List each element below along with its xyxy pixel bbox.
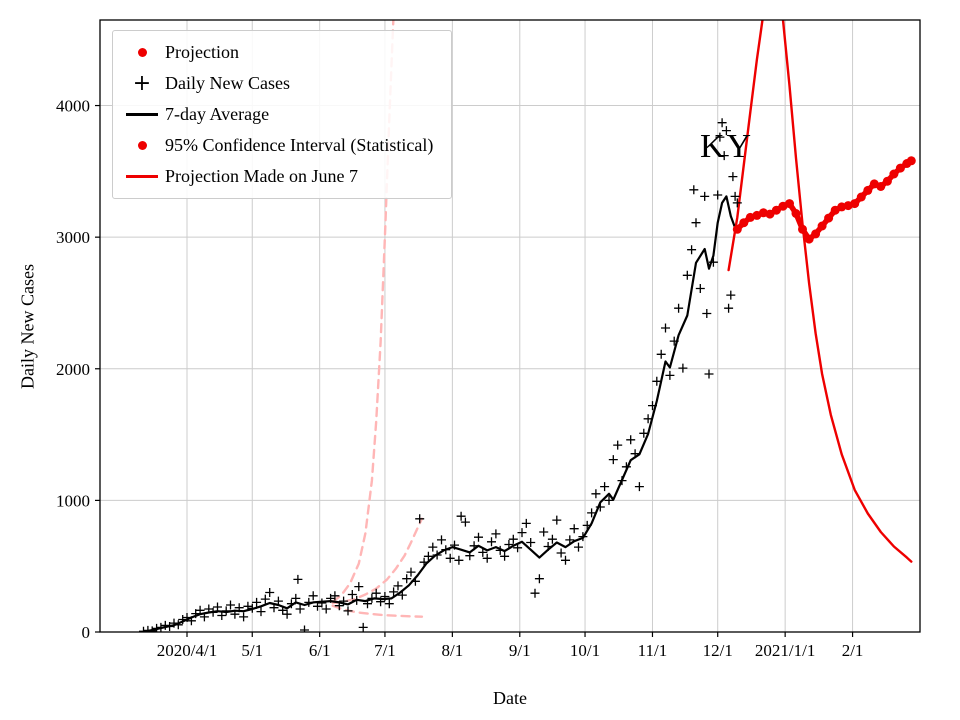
y-tick-label: 4000 bbox=[56, 97, 90, 116]
x-tick-label: 8/1 bbox=[441, 641, 463, 660]
legend-item-label: Daily New Cases bbox=[165, 73, 290, 93]
legend: Projection + Daily New Cases 7-day Average 9… bbox=[112, 30, 453, 199]
line-marker-icon bbox=[119, 113, 165, 116]
series-group bbox=[139, 20, 916, 632]
series-7-day-average bbox=[146, 195, 739, 632]
x-axis-label: Date bbox=[493, 688, 527, 708]
y-tick-label: 0 bbox=[82, 623, 91, 642]
legend-item-label: 7-day Average bbox=[165, 104, 270, 124]
dot-marker-icon bbox=[119, 48, 165, 57]
legend-item-0: Projection bbox=[119, 37, 433, 68]
y-tick-label: 1000 bbox=[56, 491, 90, 510]
legend-item-3: 95% Confidence Interval (Statistical) bbox=[119, 130, 433, 161]
legend-item-label: Projection Made on June 7 bbox=[165, 166, 358, 186]
plot-border bbox=[99, 19, 921, 633]
y-tick-label: 3000 bbox=[56, 228, 90, 247]
series-95-ci-lower bbox=[331, 604, 424, 618]
line-marker-icon bbox=[119, 175, 165, 178]
x-tick-label: 2020/4/1 bbox=[157, 641, 217, 660]
series-projection bbox=[732, 156, 916, 244]
state-annotation: KY bbox=[700, 128, 754, 165]
series-95-ci-mid bbox=[331, 517, 424, 605]
x-tick-label: 10/1 bbox=[570, 641, 600, 660]
series-projection-made-on-june-7 bbox=[727, 20, 913, 563]
x-tick-label: 6/1 bbox=[309, 641, 331, 660]
axis-ticks: 0 1000 2000 3000 4000 2020/4/1 5/1 6/1 7/1 8/1 9/1… bbox=[56, 97, 863, 660]
dot-marker-icon bbox=[119, 141, 165, 150]
x-tick-label: 12/1 bbox=[703, 641, 733, 660]
legend-item-1: + Daily New Cases bbox=[119, 68, 433, 99]
legend-item-label: Projection bbox=[165, 42, 239, 62]
legend-item-4: Projection Made on June 7 bbox=[119, 161, 433, 192]
x-tick-label: 2/1 bbox=[842, 641, 864, 660]
x-tick-label: 2021/1/1 bbox=[755, 641, 815, 660]
x-tick-label: 5/1 bbox=[241, 641, 263, 660]
plus-marker-icon: + bbox=[132, 70, 152, 96]
legend-item-2: 7-day Average bbox=[119, 99, 433, 130]
x-tick-label: 7/1 bbox=[374, 641, 396, 660]
y-axis-label: Daily New Cases bbox=[17, 264, 38, 389]
legend-item-label: 95% Confidence Interval (Statistical) bbox=[165, 135, 434, 155]
x-tick-label: 11/1 bbox=[638, 641, 668, 660]
x-tick-label: 9/1 bbox=[509, 641, 531, 660]
y-tick-label: 2000 bbox=[56, 360, 90, 379]
